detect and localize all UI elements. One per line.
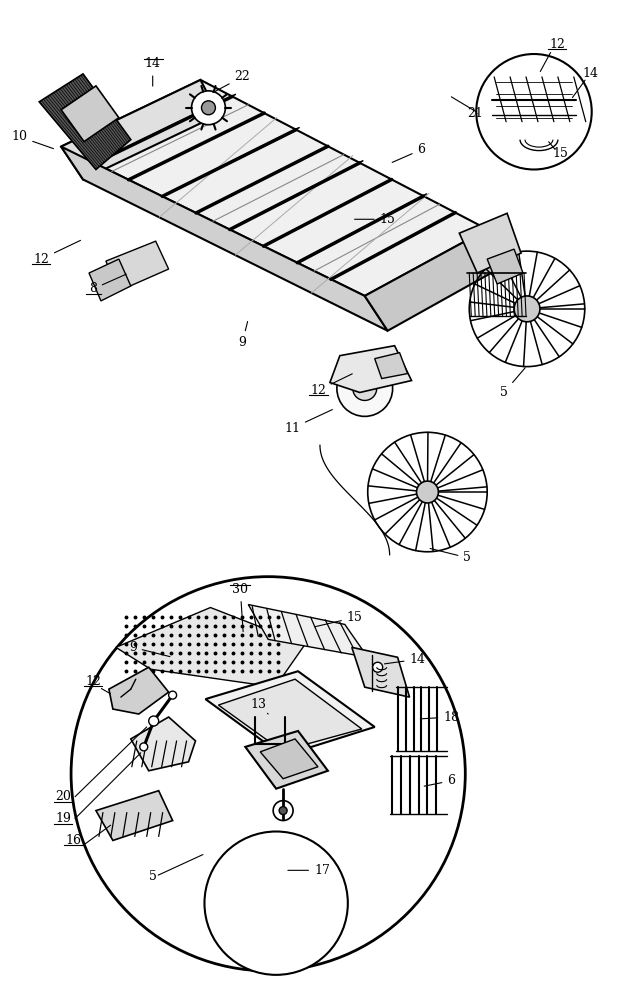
Text: 12: 12 xyxy=(85,675,101,688)
Circle shape xyxy=(279,807,287,815)
Text: 22: 22 xyxy=(213,70,250,93)
Polygon shape xyxy=(248,605,368,657)
Text: 14: 14 xyxy=(582,67,598,80)
Text: 30: 30 xyxy=(233,583,248,632)
Text: 5: 5 xyxy=(500,368,525,399)
Text: 9: 9 xyxy=(238,322,247,349)
Polygon shape xyxy=(61,80,487,296)
Text: 9: 9 xyxy=(129,641,170,657)
Polygon shape xyxy=(39,74,131,169)
Text: 14: 14 xyxy=(145,57,160,86)
Circle shape xyxy=(514,296,540,322)
Text: 16: 16 xyxy=(65,834,81,847)
Circle shape xyxy=(204,832,348,975)
Polygon shape xyxy=(218,679,362,751)
Polygon shape xyxy=(89,259,131,301)
Text: 19: 19 xyxy=(55,812,71,825)
Polygon shape xyxy=(131,717,196,771)
Circle shape xyxy=(353,377,377,400)
Text: 15: 15 xyxy=(553,147,569,160)
Polygon shape xyxy=(61,86,119,142)
Text: 20: 20 xyxy=(55,790,71,803)
Circle shape xyxy=(337,361,392,416)
Text: 15: 15 xyxy=(315,611,363,627)
Text: 6: 6 xyxy=(424,774,455,787)
Polygon shape xyxy=(116,608,305,687)
Text: 14: 14 xyxy=(384,653,426,666)
Polygon shape xyxy=(61,147,387,331)
Polygon shape xyxy=(352,647,410,697)
Polygon shape xyxy=(246,731,328,789)
Polygon shape xyxy=(106,241,168,291)
Text: 5: 5 xyxy=(149,870,157,883)
Text: 11: 11 xyxy=(284,410,333,435)
Circle shape xyxy=(476,54,592,169)
Text: 12: 12 xyxy=(549,38,565,51)
Polygon shape xyxy=(61,80,218,179)
Circle shape xyxy=(373,662,383,672)
Circle shape xyxy=(273,801,293,821)
Circle shape xyxy=(168,691,176,699)
Circle shape xyxy=(140,743,147,751)
Text: 10: 10 xyxy=(11,130,54,149)
Polygon shape xyxy=(205,671,375,756)
Text: 17: 17 xyxy=(288,864,330,877)
Circle shape xyxy=(416,481,439,503)
Circle shape xyxy=(202,101,215,115)
Polygon shape xyxy=(260,739,318,779)
Text: 21: 21 xyxy=(467,107,483,120)
Polygon shape xyxy=(330,346,412,392)
Polygon shape xyxy=(109,667,168,714)
Text: 5: 5 xyxy=(430,548,471,564)
Text: 8: 8 xyxy=(89,274,126,295)
Polygon shape xyxy=(375,353,408,379)
Text: 12: 12 xyxy=(310,374,352,397)
Polygon shape xyxy=(487,249,523,284)
Text: 18: 18 xyxy=(420,711,459,724)
Circle shape xyxy=(71,577,465,971)
Polygon shape xyxy=(96,791,173,840)
Polygon shape xyxy=(365,229,507,331)
Text: 15: 15 xyxy=(355,213,395,226)
Text: 12: 12 xyxy=(33,240,80,266)
Polygon shape xyxy=(459,213,521,273)
Circle shape xyxy=(191,91,225,125)
Text: 13: 13 xyxy=(251,698,268,714)
Circle shape xyxy=(149,716,159,726)
Text: 6: 6 xyxy=(392,143,426,162)
